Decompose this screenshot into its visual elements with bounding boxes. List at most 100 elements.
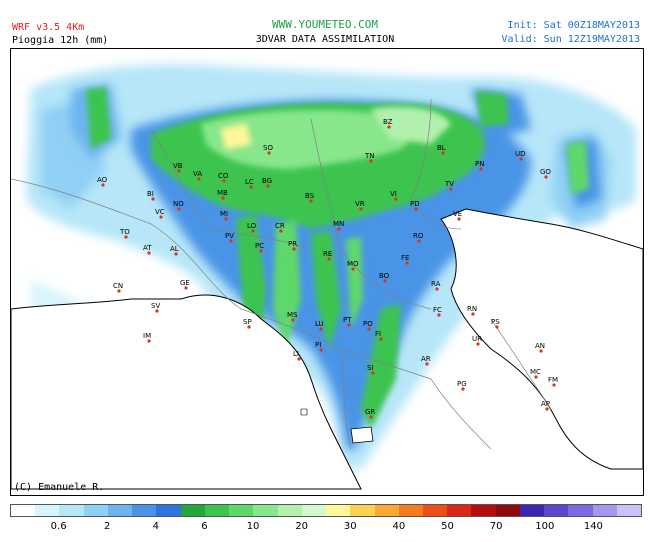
city-label: MC [530,368,541,376]
city-dot [292,247,296,251]
city-dot [155,309,159,313]
city-label: VI [390,190,397,198]
city-dot [461,387,465,391]
city-dot [267,151,271,155]
city-dot [545,407,549,411]
city-dot [309,199,313,203]
city-dot [319,327,323,331]
city-label: AT [143,244,152,252]
city-dot [151,197,155,201]
city-layer: AO BI NO VC TO AT AL CN SV IM GE VB VA CO MB MI LC BG SO BS… [97,118,558,419]
city-dot [476,342,480,346]
city-label: SI [367,364,374,372]
city-label: PG [457,380,467,388]
city-label: LO [247,222,257,230]
city-label: PS [491,318,500,326]
city-dot [367,327,371,331]
city-dot [184,286,188,290]
city-dot [379,337,383,341]
city-label: SV [151,302,160,310]
legend-swatch [447,505,472,516]
city-dot [224,217,228,221]
city-label: GR [365,408,375,416]
site-title[interactable]: WWW.YOUMETEO.COM [272,18,378,31]
precip-light-green-band [201,106,451,169]
city-label: TV [444,180,454,188]
legend-colorbar [10,504,642,517]
legend-swatch [132,505,157,516]
legend-swatch [204,505,230,516]
city-dot [147,251,151,255]
city-label: PN [475,160,484,168]
city-label: MB [217,189,228,197]
legend-tick-label: 30 [343,521,357,532]
city-dot [441,151,445,155]
legend-swatch [59,505,84,516]
city-label: BL [437,144,446,152]
variable-label: Pioggia 12h (mm) [12,35,109,46]
city-label: PD [410,200,420,208]
city-dot [229,239,233,243]
city-dot [347,323,351,327]
city-label: FC [433,306,442,314]
city-label: FE [401,254,409,262]
city-dot [159,215,163,219]
city-label: AL [170,245,179,253]
city-dot [221,196,225,200]
legend-swatch [374,505,399,516]
legend-swatch [422,505,448,516]
city-label: VB [173,162,183,170]
city-label: PT [343,316,352,324]
city-label: PI [315,341,321,349]
legend-swatch [568,505,593,516]
city-dot [359,207,363,211]
city-dot [495,325,499,329]
city-dot [279,229,283,233]
legend-swatch [326,505,351,516]
city-dot [101,183,105,187]
city-label: CR [275,222,285,230]
city-label: CN [113,282,123,290]
city-label: PV [225,232,234,240]
city-dot [174,252,178,256]
legend-swatch [229,505,254,516]
legend-swatch [350,505,375,516]
city-dot [249,185,253,189]
city-label: IM [143,332,151,340]
assimilation-label: 3DVAR DATA ASSIMILATION [255,34,395,45]
city-dot [405,261,409,265]
city-label: LI [293,350,299,358]
legend-tick-label: 4 [152,521,160,532]
legend-swatch [35,505,60,516]
city-dot [417,239,421,243]
city-dot [552,383,556,387]
city-dot [383,279,387,283]
city-label: RE [323,250,332,258]
city-dot [435,287,439,291]
city-label: AN [535,342,545,350]
city-label: BI [147,190,154,198]
map-canvas: AO BI NO VC TO AT AL CN SV IM GE VB VA CO MB MI LC BG SO BS… [11,49,643,495]
city-label: VA [193,170,202,178]
legend-swatch [616,505,642,516]
legend-swatch [519,505,545,516]
city-label: MS [287,311,298,319]
city-dot [177,207,181,211]
city-dot [371,371,375,375]
city-label: SP [243,318,252,326]
legend-ticks: 0.6 2 4 6 10 20 30 40 50 70 100 140 [10,521,642,535]
init-time: Init: Sat 00Z18MAY2013 [507,20,640,31]
city-label: FI [375,330,381,338]
legend-tick-label: 6 [201,521,208,532]
city-dot [479,167,483,171]
city-label: PR [288,240,297,248]
city-label: AO [97,176,108,184]
city-label: AR [421,355,431,363]
city-dot [291,318,295,322]
city-dot [369,415,373,419]
city-dot [337,227,341,231]
city-label: NO [173,200,184,208]
legend-tick-label: 2 [104,521,111,532]
city-label: VC [155,208,165,216]
city-label: BO [379,272,390,280]
